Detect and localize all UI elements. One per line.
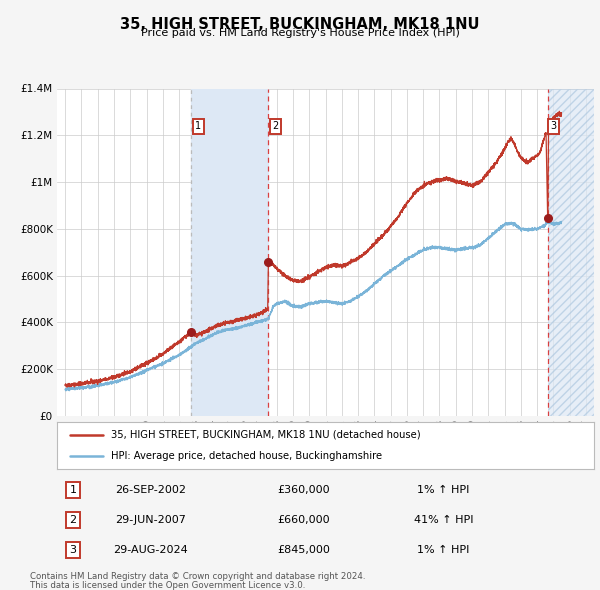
Text: 1: 1 <box>70 485 77 495</box>
Text: 35, HIGH STREET, BUCKINGHAM, MK18 1NU: 35, HIGH STREET, BUCKINGHAM, MK18 1NU <box>120 17 480 31</box>
Text: 41% ↑ HPI: 41% ↑ HPI <box>414 515 473 525</box>
Text: £660,000: £660,000 <box>278 515 331 525</box>
Text: 3: 3 <box>70 545 77 555</box>
Text: 2: 2 <box>70 515 77 525</box>
Text: £845,000: £845,000 <box>278 545 331 555</box>
Text: Contains HM Land Registry data © Crown copyright and database right 2024.: Contains HM Land Registry data © Crown c… <box>30 572 365 581</box>
Text: 1: 1 <box>195 122 201 131</box>
Text: 3: 3 <box>550 122 556 131</box>
Text: 29-AUG-2024: 29-AUG-2024 <box>113 545 188 555</box>
Text: 29-JUN-2007: 29-JUN-2007 <box>116 515 187 525</box>
Text: 26-SEP-2002: 26-SEP-2002 <box>115 485 187 495</box>
Text: Price paid vs. HM Land Registry's House Price Index (HPI): Price paid vs. HM Land Registry's House … <box>140 28 460 38</box>
Text: 1% ↑ HPI: 1% ↑ HPI <box>418 545 470 555</box>
Text: 2: 2 <box>272 122 279 131</box>
Text: £360,000: £360,000 <box>278 485 331 495</box>
Text: This data is licensed under the Open Government Licence v3.0.: This data is licensed under the Open Gov… <box>30 581 305 590</box>
Text: 35, HIGH STREET, BUCKINGHAM, MK18 1NU (detached house): 35, HIGH STREET, BUCKINGHAM, MK18 1NU (d… <box>111 430 421 440</box>
Bar <box>191 88 268 416</box>
Text: 1% ↑ HPI: 1% ↑ HPI <box>418 485 470 495</box>
Text: HPI: Average price, detached house, Buckinghamshire: HPI: Average price, detached house, Buck… <box>111 451 382 461</box>
Bar <box>548 88 594 416</box>
